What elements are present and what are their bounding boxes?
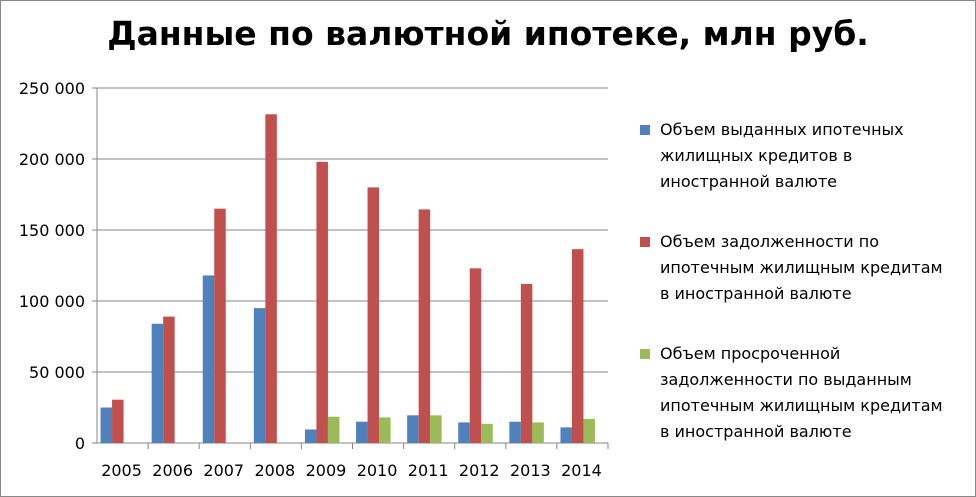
x-tick-label: 2007 (203, 461, 244, 480)
x-tick-label: 2012 (459, 461, 500, 480)
x-tick-label: 2005 (101, 461, 142, 480)
bar-series-2 (571, 249, 584, 443)
x-tick-label: 2014 (561, 461, 602, 480)
legend-label-issued: Объем выданных ипотечных жилищных кредит… (660, 117, 970, 195)
bar-series-3 (583, 418, 595, 443)
legend-line: Объем выданных ипотечных (660, 120, 904, 139)
bar-series-1 (304, 429, 317, 443)
bar-series-1 (253, 308, 266, 443)
bar-series-2 (316, 161, 328, 443)
legend-line: ипотечным жилищным кредитам (660, 396, 943, 415)
y-tick-label: 0 (75, 434, 85, 453)
x-tick-label: 2010 (357, 461, 398, 480)
bar-series-2 (367, 187, 380, 443)
bar-series-1 (356, 421, 368, 443)
x-tick-label: 2006 (152, 461, 193, 480)
legend-label-overdue: Объем просроченной задолженности по выда… (660, 341, 970, 445)
bar-series-2 (163, 316, 175, 443)
legend-line: Объем просроченной (660, 344, 841, 363)
y-tick-label: 100 000 (19, 292, 85, 311)
y-tick-label: 150 000 (19, 221, 85, 240)
legend-line: жилищных кредитов в (660, 146, 853, 165)
bar-series-2 (469, 268, 482, 443)
x-tick-label: 2009 (306, 461, 347, 480)
bar-series-2 (214, 208, 226, 443)
bar-series-1 (100, 407, 113, 443)
y-tick-label: 200 000 (19, 150, 85, 169)
legend-line: ипотечным жилищным кредитам (660, 258, 943, 277)
y-tick-label: 50 000 (29, 363, 85, 382)
legend-line: в иностранной валюте (660, 284, 852, 303)
legend-line: иностранной валюте (660, 172, 838, 191)
chart-title: Данные по валютной ипотеке, млн руб. (107, 14, 869, 53)
bar-series-2 (520, 283, 533, 443)
y-tick-label: 250 000 (19, 79, 85, 98)
bar-series-3 (430, 415, 442, 443)
bar-series-1 (407, 415, 419, 443)
bar-series-1 (458, 422, 470, 443)
bar-series-1 (560, 427, 572, 443)
legend-swatch-overdue (640, 349, 650, 359)
bar-series-3 (481, 423, 493, 443)
bar-series-3 (379, 417, 391, 443)
bar-series-1 (202, 275, 215, 443)
bar-series-2 (112, 399, 124, 443)
legend-line: в иностранной валюте (660, 422, 852, 441)
bar-series-2 (265, 114, 277, 444)
legend-line: Объем задолженности по (660, 232, 879, 251)
x-tick-label: 2013 (510, 461, 551, 480)
bar-series-2 (418, 209, 431, 443)
legend-swatch-issued (640, 125, 650, 135)
x-tick-label: 2011 (408, 461, 449, 480)
bar-series-1 (509, 421, 521, 443)
x-tick-label: 2008 (254, 461, 295, 480)
bar-series-1 (151, 323, 164, 443)
legend-label-debt: Объем задолженности по ипотечным жилищны… (660, 229, 970, 307)
legend-swatch-debt (640, 237, 650, 247)
bar-series-3 (532, 422, 544, 443)
bar-series-3 (327, 416, 340, 443)
legend-line: задолженности по выданным (660, 370, 912, 389)
